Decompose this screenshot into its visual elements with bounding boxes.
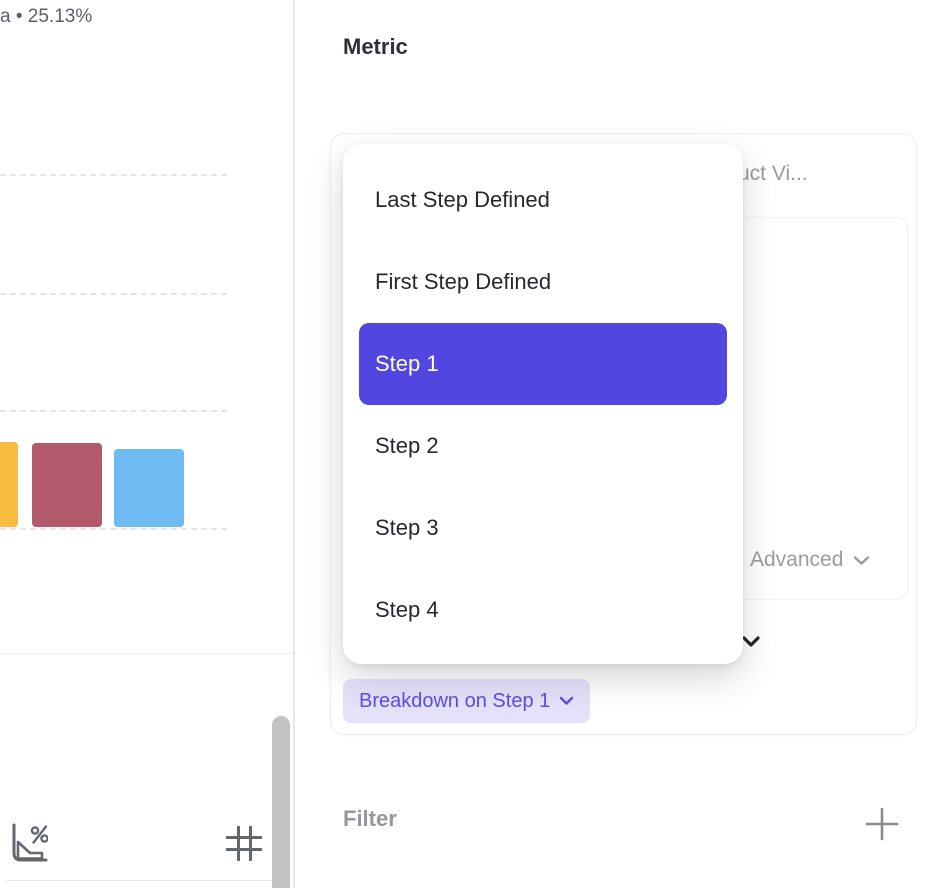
dropdown-item-step-2[interactable]: Step 2: [375, 433, 439, 458]
gridline: [0, 410, 227, 412]
dropdown-item-step-1[interactable]: Step 1: [359, 323, 727, 405]
bar-2[interactable]: [32, 443, 102, 527]
conversion-rate-chart-icon[interactable]: [8, 820, 48, 864]
chevron-down-icon: [559, 696, 574, 706]
gridline: [0, 174, 227, 176]
filter-section-title: Filter: [343, 806, 397, 831]
step-select-dropdown: Last Step Defined First Step Defined Step …: [343, 144, 743, 664]
collapse-chevron-icon[interactable]: [741, 634, 761, 649]
add-filter-button[interactable]: [865, 807, 899, 841]
legend-value: a • 25.13%: [0, 6, 93, 27]
dropdown-item-last-step-defined[interactable]: Last Step Defined: [375, 187, 550, 212]
panel-bottom-border: [6, 880, 272, 881]
panel-divider: [293, 0, 295, 888]
dropdown-item-step-4[interactable]: Step 4: [375, 597, 439, 622]
chevron-down-icon: [853, 555, 870, 566]
breakdown-on-step-button[interactable]: Breakdown on Step 1: [343, 679, 591, 723]
breakdown-button-label: Breakdown on Step 1: [359, 689, 551, 712]
event-name[interactable]: uct Vi...: [738, 162, 808, 185]
metric-section-title: Metric: [343, 34, 408, 59]
bar-3[interactable]: [114, 449, 184, 527]
chart-footer-divider: [0, 653, 293, 654]
advanced-toggle[interactable]: Advanced: [750, 548, 870, 572]
bar-1[interactable]: [0, 442, 18, 527]
advanced-label: Advanced: [750, 548, 844, 571]
dropdown-item-first-step-defined[interactable]: First Step Defined: [375, 269, 552, 294]
number-hash-icon[interactable]: [226, 826, 262, 861]
gridline: [0, 293, 227, 295]
dropdown-item-step-3[interactable]: Step 3: [375, 515, 439, 540]
gridline: [0, 528, 227, 530]
scrollbar-thumb[interactable]: [272, 716, 290, 888]
